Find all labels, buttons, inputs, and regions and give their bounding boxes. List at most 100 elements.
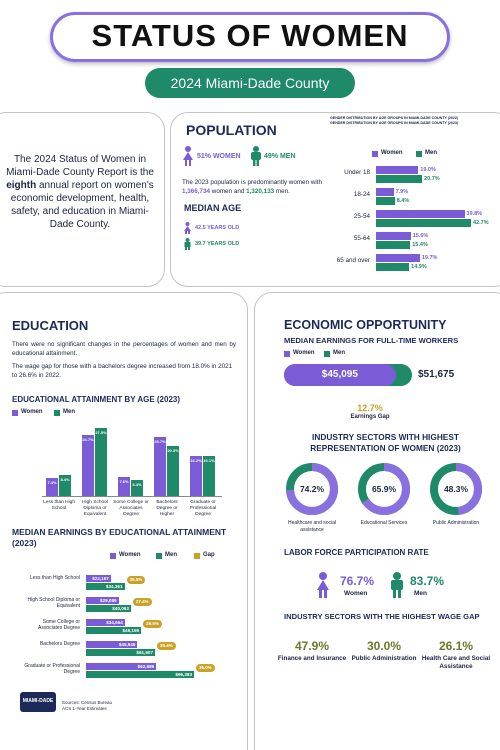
bar bbox=[376, 175, 423, 183]
value-label: 20.7% bbox=[424, 176, 440, 182]
value-label: 42.7% bbox=[473, 220, 489, 226]
bar bbox=[376, 263, 410, 271]
value-label: $34,361 bbox=[105, 584, 123, 589]
value-label: 23.7% bbox=[154, 439, 166, 445]
value-label: $45,945 bbox=[118, 642, 136, 647]
industry-title: INDUSTRY SECTORS WITH HIGHEST REPRESENTA… bbox=[310, 432, 461, 453]
donut-arc bbox=[286, 463, 338, 515]
legend-swatch bbox=[372, 151, 378, 157]
bar bbox=[86, 619, 125, 626]
men-labor: 83.7% bbox=[410, 574, 445, 588]
education-text: There were no significant changes in the… bbox=[12, 341, 236, 357]
legend-label: Women bbox=[381, 150, 403, 156]
legend-swatch bbox=[12, 410, 18, 416]
value-label: $45,095 bbox=[321, 369, 358, 380]
bar bbox=[59, 475, 71, 496]
chart-titles: GENDER DISTRIBUTION BY AGE GROUPS IN MIA… bbox=[330, 116, 500, 126]
bar bbox=[376, 197, 395, 205]
women-age: 42.5 YEARS OLD bbox=[195, 225, 240, 231]
wage-gap-value: 26.1% bbox=[438, 639, 474, 653]
man-icon bbox=[251, 146, 261, 166]
population-text: The 2023 population is predominantly wom… bbox=[182, 178, 332, 196]
wage-gap-value: 30.0% bbox=[366, 639, 402, 653]
value-label: $61,607 bbox=[136, 650, 154, 655]
economic-panel bbox=[254, 292, 500, 750]
value-label: 8.4% bbox=[396, 198, 410, 204]
category-label: Some College or Associates Degree bbox=[38, 619, 80, 631]
bar bbox=[95, 428, 107, 496]
bar bbox=[203, 456, 215, 496]
men-labor-label: Men bbox=[414, 590, 427, 597]
women-labor-label: Women bbox=[344, 590, 368, 597]
legend-label: Men bbox=[333, 350, 345, 356]
donut-arc bbox=[430, 463, 482, 515]
value-label: 39.8% bbox=[466, 211, 483, 217]
bar bbox=[376, 254, 420, 262]
legend-label: Men bbox=[425, 150, 437, 156]
bar bbox=[86, 583, 125, 590]
category-label: Graduate or Professional Degree bbox=[189, 500, 217, 517]
population-title: POPULATION bbox=[186, 122, 277, 138]
value-label: 27.5% bbox=[95, 430, 107, 435]
gap-label: 35.5% bbox=[126, 576, 146, 584]
gap-label: 25.4% bbox=[157, 642, 176, 650]
bar bbox=[118, 477, 130, 496]
legend-swatch bbox=[110, 553, 116, 559]
wage-gap-value: 47.9% bbox=[294, 639, 330, 653]
bar bbox=[86, 641, 138, 648]
value-label: 24.7% bbox=[82, 436, 94, 442]
women-share: 51% WOMEN bbox=[197, 153, 241, 160]
bar bbox=[86, 671, 194, 678]
chart-title: GENDER DISTRIBUTION BY AGE GROUPS IN MIA… bbox=[330, 116, 459, 120]
category-label: 18-24 bbox=[353, 191, 370, 198]
bar bbox=[190, 455, 202, 496]
subtitle: 2024 Miami-Dade County bbox=[145, 68, 355, 98]
education-title: EDUCATION bbox=[12, 318, 89, 333]
pt: men. bbox=[275, 188, 290, 195]
wage-gap-label: Public Administration bbox=[351, 655, 417, 662]
axis-line bbox=[42, 496, 222, 497]
value-label: 19.7% bbox=[421, 255, 438, 261]
value-label: $49,159 bbox=[122, 628, 140, 633]
value-label: 14.9% bbox=[411, 264, 427, 270]
donut bbox=[358, 463, 410, 515]
industry-label: Healthcare and social assistance bbox=[287, 520, 337, 533]
pt: women and bbox=[211, 188, 245, 195]
woman-icon bbox=[184, 222, 191, 234]
value-label: 19.0% bbox=[420, 167, 436, 173]
category-label: Less than High School bbox=[29, 575, 80, 581]
legend-swatch bbox=[284, 351, 290, 357]
population-panel bbox=[170, 112, 500, 287]
industry-label: Public Administration bbox=[432, 520, 480, 526]
woman-icon bbox=[317, 572, 329, 598]
wage-gap-label: Finance and Insurance bbox=[277, 655, 347, 662]
value-label: 15.4% bbox=[412, 242, 428, 248]
bar bbox=[376, 232, 411, 240]
value-label: 16.2% bbox=[190, 457, 202, 463]
donut bbox=[430, 463, 482, 515]
value-label: 8.4% bbox=[60, 477, 70, 483]
gap-label: 35.0% bbox=[196, 664, 215, 672]
legend-label: Women bbox=[293, 350, 315, 356]
bar bbox=[86, 597, 119, 604]
earnings-gap-label: Earnings Gap bbox=[350, 414, 390, 420]
woman-icon bbox=[183, 146, 193, 166]
bar bbox=[86, 575, 111, 582]
category-label: 65 and over bbox=[336, 257, 370, 264]
value-label: 6.4% bbox=[132, 482, 142, 488]
bar bbox=[131, 480, 143, 496]
gap-label: 29.5% bbox=[143, 620, 162, 628]
category-label: Bachelors Degree bbox=[39, 641, 80, 647]
value-label: $51,675 bbox=[418, 369, 455, 380]
earnings-gap: 12.7% bbox=[357, 403, 383, 413]
men-age: 39.7 YEARS OLD bbox=[195, 241, 240, 247]
earnings-title: MEDIAN EARNINGS BY EDUCATIONAL ATTAINMEN… bbox=[12, 527, 227, 548]
intro-panel bbox=[0, 112, 165, 287]
bar bbox=[376, 188, 394, 196]
intro-text-a: The 2024 Status of Women in Miami-Dade C… bbox=[6, 154, 154, 178]
bar bbox=[86, 649, 156, 656]
intro-bold: eighth bbox=[6, 180, 37, 191]
legend-label: Men bbox=[165, 552, 177, 558]
education-text: The wage gap for those with a bachelors … bbox=[12, 363, 233, 379]
education-panel bbox=[0, 292, 248, 750]
